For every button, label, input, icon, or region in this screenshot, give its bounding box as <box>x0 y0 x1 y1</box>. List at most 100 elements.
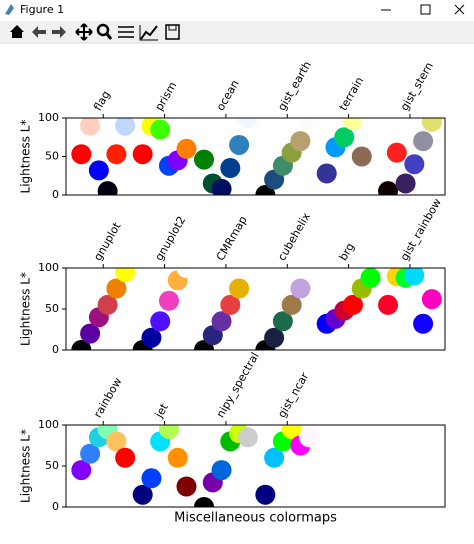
y-axis-label: Lightness L* <box>19 272 33 346</box>
back-button[interactable] <box>32 26 46 38</box>
point <box>220 294 241 315</box>
y-tick-label: 50 <box>45 150 59 163</box>
app-icon <box>5 4 14 15</box>
point <box>132 144 153 165</box>
point <box>115 118 136 136</box>
y-tick-label: 0 <box>52 500 59 513</box>
x-tick-label: nipy_spectral <box>214 350 262 420</box>
y-tick-label: 100 <box>38 261 59 274</box>
x-tick-label: prism <box>153 80 180 113</box>
point <box>264 447 285 468</box>
point <box>176 476 197 497</box>
point <box>351 146 372 167</box>
plot-area <box>71 118 442 195</box>
plot-area <box>71 268 442 350</box>
point <box>80 118 101 136</box>
y-tick-label: 50 <box>45 302 59 315</box>
point <box>88 160 109 181</box>
x-tick-label: terrain <box>337 75 367 113</box>
point <box>150 119 171 140</box>
point <box>395 173 416 194</box>
point <box>194 149 215 170</box>
point <box>421 118 442 132</box>
point <box>413 313 434 334</box>
point <box>220 158 241 179</box>
point <box>150 311 171 332</box>
point <box>115 268 136 283</box>
point <box>290 131 311 152</box>
pan-button[interactable] <box>75 23 93 41</box>
y-axis-label: Lightness L* <box>19 429 33 503</box>
edit-axis-button[interactable] <box>140 25 158 40</box>
home-button[interactable] <box>10 25 24 38</box>
x-tick-label: gist_stern <box>398 60 436 113</box>
toolbar <box>0 21 474 43</box>
point <box>316 163 337 184</box>
point <box>211 311 232 332</box>
edit-axis-frame <box>139 25 158 41</box>
point <box>413 131 434 152</box>
point <box>237 268 258 278</box>
point <box>106 431 127 452</box>
x-tick-label: gnuplot <box>91 220 124 263</box>
point <box>106 278 127 299</box>
point <box>141 468 162 489</box>
point <box>237 118 258 128</box>
maximize-button[interactable] <box>420 4 431 15</box>
x-tick-label: CMRmap <box>214 214 250 263</box>
point <box>342 118 363 131</box>
point <box>386 142 407 163</box>
point <box>229 278 250 299</box>
y-tick-label: 100 <box>38 111 59 124</box>
x-tick-label: rainbow <box>91 375 124 420</box>
point <box>80 323 101 344</box>
close-button[interactable] <box>454 4 465 15</box>
x-tick-label: ocean <box>214 78 242 113</box>
point <box>141 327 162 348</box>
point <box>378 181 399 195</box>
x-tick-label: jet <box>152 401 171 421</box>
point <box>237 427 258 448</box>
point <box>80 443 101 464</box>
point <box>211 178 232 195</box>
title-bar <box>0 0 474 20</box>
point <box>404 154 425 175</box>
point <box>342 294 363 315</box>
point <box>71 144 92 165</box>
y-tick-label: 0 <box>52 188 59 201</box>
x-tick-label: brg <box>337 241 357 263</box>
point <box>115 447 136 468</box>
point <box>229 134 250 155</box>
point <box>211 460 232 481</box>
x-tick-label: gnuplot2 <box>153 214 189 263</box>
point <box>106 144 127 165</box>
zoom-handle <box>105 33 113 40</box>
point <box>299 427 320 448</box>
point <box>264 327 285 348</box>
point <box>194 497 215 507</box>
point <box>97 294 118 315</box>
point <box>158 290 179 311</box>
point <box>132 484 153 505</box>
point <box>290 278 311 299</box>
x-tick-label: gist_rainbow <box>398 196 444 263</box>
point <box>255 484 276 505</box>
point <box>378 294 399 315</box>
point <box>176 268 197 278</box>
y-tick-label: 50 <box>45 459 59 472</box>
configure-button[interactable] <box>118 26 134 38</box>
point <box>299 268 320 278</box>
x-axis-label: Miscellaneous colormaps <box>174 511 337 526</box>
point <box>97 181 118 195</box>
point <box>176 138 197 159</box>
y-tick-label: 0 <box>52 343 59 356</box>
forward-button[interactable] <box>52 26 66 38</box>
window-title: Figure 1 <box>20 3 64 16</box>
point <box>158 425 179 440</box>
zoom-button[interactable] <box>96 23 110 37</box>
point <box>334 127 355 148</box>
point <box>404 268 425 286</box>
y-tick-label: 100 <box>38 418 59 431</box>
